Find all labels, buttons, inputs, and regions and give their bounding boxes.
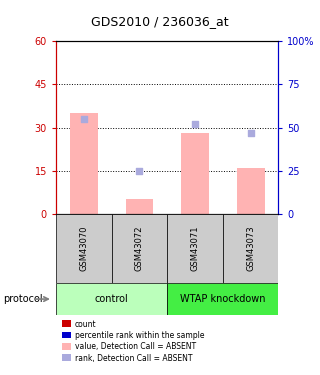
Bar	[167, 214, 223, 283]
Bar	[62, 343, 71, 350]
Bar	[56, 283, 167, 315]
Text: percentile rank within the sample: percentile rank within the sample	[75, 331, 204, 340]
Bar	[62, 354, 71, 361]
Bar	[56, 214, 112, 283]
Point	[137, 168, 142, 174]
Text: GSM43070: GSM43070	[79, 226, 88, 271]
Bar	[181, 133, 209, 214]
Text: GDS2010 / 236036_at: GDS2010 / 236036_at	[91, 15, 229, 28]
Bar	[167, 283, 278, 315]
Text: GSM43071: GSM43071	[190, 226, 199, 271]
Bar	[62, 320, 71, 327]
Bar	[70, 113, 98, 214]
Bar	[125, 200, 153, 214]
Bar	[112, 214, 167, 283]
Point	[192, 121, 197, 127]
Point	[248, 130, 253, 136]
Text: GSM43073: GSM43073	[246, 226, 255, 271]
Text: rank, Detection Call = ABSENT: rank, Detection Call = ABSENT	[75, 354, 192, 363]
Bar	[223, 214, 278, 283]
Text: WTAP knockdown: WTAP knockdown	[180, 294, 266, 304]
Bar	[62, 332, 71, 338]
Text: value, Detection Call = ABSENT: value, Detection Call = ABSENT	[75, 342, 196, 351]
Bar	[237, 168, 265, 214]
Text: protocol: protocol	[3, 294, 43, 304]
Text: count: count	[75, 320, 96, 329]
Text: GSM43072: GSM43072	[135, 226, 144, 271]
Point	[81, 116, 86, 122]
Text: control: control	[95, 294, 128, 304]
